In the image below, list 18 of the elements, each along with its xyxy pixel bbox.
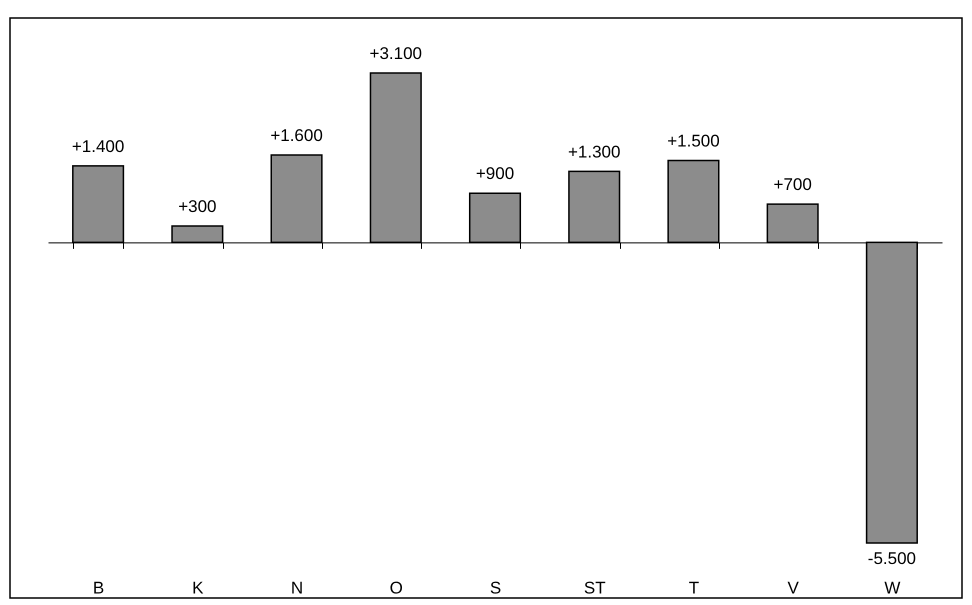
data-label: +300 <box>178 197 216 216</box>
x-tick-label: K <box>192 578 204 598</box>
x-tick-label: V <box>787 578 800 598</box>
data-label: +1.600 <box>270 126 323 145</box>
x-tick-label: W <box>884 578 900 598</box>
data-label: +1.500 <box>667 131 720 150</box>
data-label: +3.100 <box>370 44 422 63</box>
x-tick-label: N <box>290 578 304 598</box>
data-label: -5.500 <box>868 549 916 568</box>
data-label: +900 <box>476 164 514 184</box>
data-label: +1.400 <box>72 136 124 156</box>
x-tick-label: B <box>92 578 104 598</box>
x-tick-label: O <box>390 578 403 598</box>
data-label: +700 <box>774 175 812 194</box>
x-tick-label: ST <box>584 578 606 598</box>
x-tick-label: S <box>490 578 502 598</box>
data-label: +1.300 <box>568 142 620 162</box>
x-tick-label: T <box>688 578 700 598</box>
